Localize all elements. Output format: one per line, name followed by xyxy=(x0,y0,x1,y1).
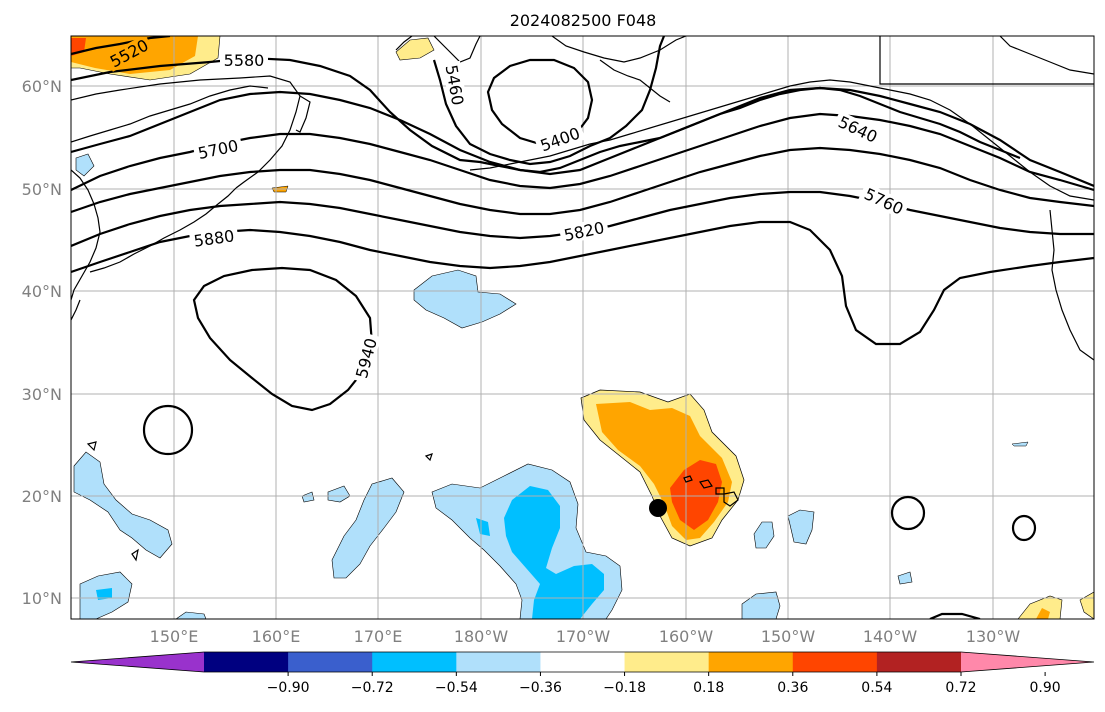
gridlines xyxy=(71,36,1094,619)
positive-anomaly-region xyxy=(670,460,722,530)
colorbar-segment xyxy=(876,652,962,672)
lat-label: 40°N xyxy=(22,282,62,301)
colorbar-tick-label: −0.54 xyxy=(435,680,478,696)
map-plot-area: 5520 5580 5460 5400 5640 5700 5760 5820 … xyxy=(71,36,1094,619)
contour-line xyxy=(890,495,926,531)
contour-line xyxy=(71,86,1094,188)
contour-line xyxy=(1011,514,1037,542)
colorbar-outline xyxy=(70,651,1095,673)
negative-anomaly-region xyxy=(175,611,207,619)
negative-anomaly-region xyxy=(787,509,815,545)
lat-label: 60°N xyxy=(22,77,62,96)
latitude-labels: 60°N 50°N 40°N 30°N 20°N 10°N xyxy=(22,77,62,608)
lon-label: 150°E xyxy=(150,627,199,646)
positive-anomaly-region xyxy=(1079,591,1094,619)
colorbar-segment xyxy=(624,652,710,672)
contour-line xyxy=(142,404,194,456)
negative-anomaly-region xyxy=(301,491,315,503)
negative-anomaly-region xyxy=(504,486,604,619)
colorbar-segment xyxy=(792,652,878,672)
lat-label: 50°N xyxy=(22,180,62,199)
colorbar-tick-label: −0.18 xyxy=(603,680,646,696)
contour-line xyxy=(71,220,1094,346)
colorbar-tick-label: 0.72 xyxy=(945,680,976,696)
map-frame xyxy=(70,35,1095,620)
lon-label: 140°W xyxy=(863,627,918,646)
positive-anomaly-region xyxy=(395,37,435,61)
shaded-anomaly-layer xyxy=(71,36,1094,619)
lat-label: 20°N xyxy=(22,487,62,506)
lat-label: 10°N xyxy=(22,589,62,608)
longitude-labels: 150°E 160°E 170°E 180°W 170°W 160°W 150°… xyxy=(150,627,1021,646)
colorbar-extend-high xyxy=(961,652,1094,672)
location-marker xyxy=(649,499,667,517)
contour-line xyxy=(486,58,594,146)
colorbar-extend-low xyxy=(71,652,204,672)
colorbar-tick-label: 0.36 xyxy=(777,680,808,696)
negative-anomaly-region xyxy=(331,477,405,579)
negative-anomaly-region xyxy=(476,518,490,536)
colorbar-tick-label: 0.90 xyxy=(1030,680,1061,696)
contour-line xyxy=(71,56,1021,174)
colorbar-tick-label: −0.72 xyxy=(351,680,394,696)
colorbar: −0.90 −0.72 −0.54 −0.36 −0.18 0.18 0.36 0.54 0.7… xyxy=(70,651,1095,696)
contour-line xyxy=(432,36,666,166)
contour-line xyxy=(71,146,1094,216)
negative-anomaly-region xyxy=(73,451,173,559)
lon-label: 150°W xyxy=(761,627,816,646)
map-title: 2024082500 F048 xyxy=(510,11,657,30)
colorbar-segment xyxy=(372,652,457,672)
negative-anomaly-region xyxy=(96,588,112,600)
negative-anomaly-region xyxy=(1011,441,1029,447)
contour-label: 5580 xyxy=(224,51,265,70)
negative-anomaly-region xyxy=(327,485,351,503)
negative-anomaly-region xyxy=(741,591,781,619)
lon-label: 160°E xyxy=(252,627,301,646)
coastlines xyxy=(71,36,1094,562)
lon-label: 170°W xyxy=(556,627,611,646)
negative-anomaly-region xyxy=(753,521,775,549)
negative-anomaly-region xyxy=(897,571,913,585)
contour-line xyxy=(929,612,981,619)
colorbar-tick-label: −0.90 xyxy=(267,680,310,696)
lon-label: 160°W xyxy=(659,627,714,646)
colorbar-segment xyxy=(204,652,289,672)
contour-line xyxy=(71,36,171,56)
negative-anomaly-region xyxy=(75,153,95,177)
colorbar-tick-label: 0.18 xyxy=(693,680,724,696)
colorbar-segment xyxy=(540,652,626,672)
colorbar-segment xyxy=(708,652,794,672)
lat-label: 30°N xyxy=(22,385,62,404)
lon-label: 130°W xyxy=(966,627,1021,646)
colorbar-tick-label: −0.36 xyxy=(519,680,562,696)
positive-anomaly-region xyxy=(1036,608,1050,619)
lon-label: 180°W xyxy=(454,627,509,646)
colorbar-tick-label: 0.54 xyxy=(861,680,892,696)
negative-anomaly-region xyxy=(413,269,517,329)
colorbar-segment xyxy=(288,652,373,672)
lon-label: 170°E xyxy=(354,627,403,646)
colorbar-segment xyxy=(456,652,541,672)
